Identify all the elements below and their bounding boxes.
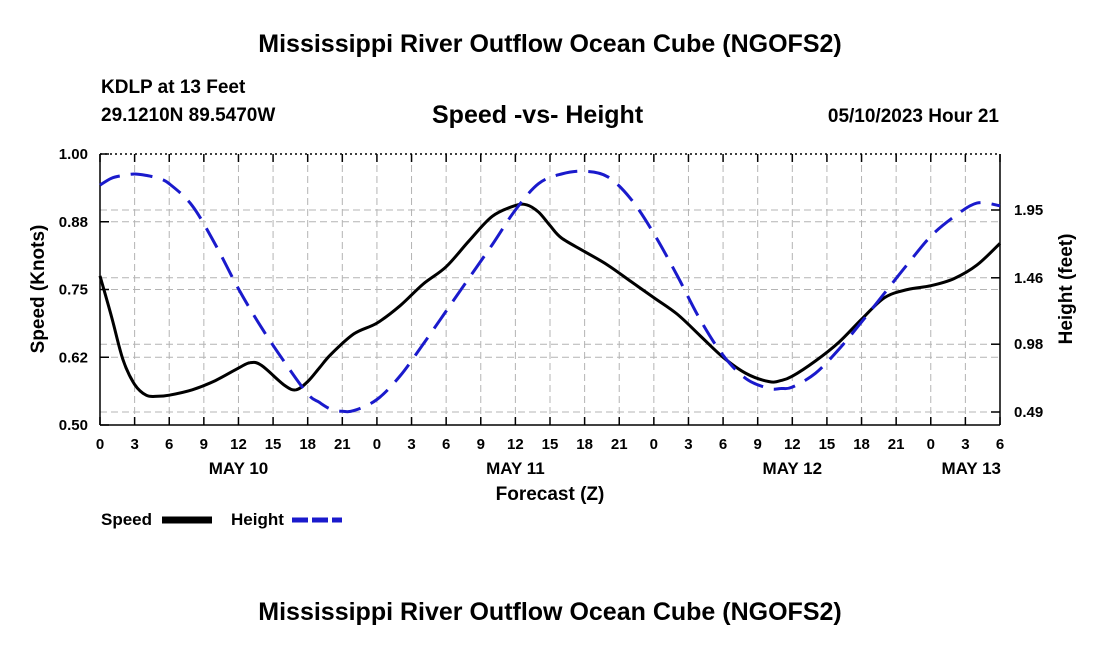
- x-tick-label: 0: [373, 436, 381, 453]
- day-label: MAY 11: [486, 459, 545, 478]
- forecast-datetime: 05/10/2023 Hour 21: [827, 106, 999, 127]
- x-tick-label: 6: [165, 436, 173, 453]
- y-tick-label: 1.00: [59, 146, 88, 163]
- x-tick-label: 18: [299, 436, 316, 453]
- x-tick-label: 21: [888, 436, 905, 453]
- station-label: KDLP at 13 Feet: [101, 77, 246, 98]
- x-tick-label: 18: [853, 436, 870, 453]
- x-tick-label: 9: [200, 436, 208, 453]
- x-tick-label: 0: [96, 436, 104, 453]
- y2-tick-label: 1.46: [1014, 270, 1043, 287]
- x-tick-label: 12: [230, 436, 247, 453]
- x-tick-label: 12: [784, 436, 801, 453]
- y-tick-label: 0.88: [59, 214, 88, 231]
- x-tick-label: 15: [819, 436, 836, 453]
- x-tick-label: 21: [334, 436, 351, 453]
- day-label: MAY 13: [941, 459, 1001, 478]
- x-tick-label: 6: [996, 436, 1004, 453]
- y-axis-title: Speed (Knots): [28, 225, 49, 354]
- x-tick-label: 3: [684, 436, 692, 453]
- x-tick-label: 9: [754, 436, 762, 453]
- y2-tick-label: 0.98: [1014, 336, 1043, 353]
- station-coordinates: 29.1210N 89.5470W: [101, 105, 276, 126]
- x-tick-label: 6: [442, 436, 450, 453]
- legend-height-label: Height: [231, 510, 284, 529]
- y2-axis-title: Height (feet): [1056, 234, 1077, 345]
- x-axis-title: Forecast (Z): [496, 484, 605, 505]
- chart-subtitle: Speed -vs- Height: [432, 101, 644, 129]
- y2-tick-label: 0.49: [1014, 404, 1043, 421]
- day-label: MAY 12: [763, 459, 823, 478]
- x-tick-label: 6: [719, 436, 727, 453]
- x-tick-label: 3: [130, 436, 138, 453]
- y2-tick-label: 1.95: [1014, 202, 1043, 219]
- y-tick-label: 0.62: [59, 349, 88, 366]
- speed-series-line: [98, 202, 1002, 398]
- y-tick-label: 0.50: [59, 417, 88, 434]
- x-tick-label: 15: [542, 436, 559, 453]
- x-tick-label: 0: [927, 436, 935, 453]
- y-tick-label: 0.75: [59, 282, 88, 299]
- legend-speed-label: Speed: [101, 510, 152, 529]
- x-tick-label: 15: [265, 436, 282, 453]
- x-tick-label: 0: [650, 436, 658, 453]
- chart-footer-title: Mississippi River Outflow Ocean Cube (NG…: [258, 598, 842, 626]
- x-tick-label: 3: [961, 436, 969, 453]
- day-label: MAY 10: [209, 459, 269, 478]
- x-tick-label: 18: [576, 436, 593, 453]
- chart-main-title: Mississippi River Outflow Ocean Cube (NG…: [258, 30, 842, 58]
- x-tick-label: 12: [507, 436, 524, 453]
- x-tick-label: 3: [407, 436, 415, 453]
- x-tick-label: 21: [611, 436, 628, 453]
- x-tick-label: 9: [477, 436, 485, 453]
